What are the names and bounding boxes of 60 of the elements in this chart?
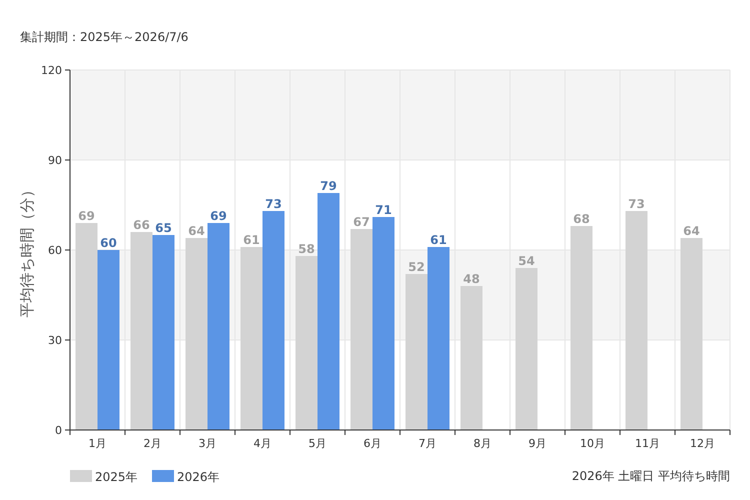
- data-label: 64: [683, 224, 700, 238]
- data-label: 73: [265, 197, 282, 211]
- bar: [516, 268, 538, 430]
- y-tick-label: 90: [48, 154, 62, 167]
- x-tick-label: 1月: [88, 437, 106, 450]
- bar: [318, 193, 340, 430]
- x-tick-label: 3月: [198, 437, 216, 450]
- bar: [240, 247, 262, 430]
- y-tick-label: 0: [55, 424, 62, 437]
- data-label: 69: [78, 209, 95, 223]
- data-label: 71: [375, 203, 392, 217]
- bar: [680, 238, 702, 430]
- x-tick-label: 5月: [308, 437, 326, 450]
- data-label: 65: [155, 221, 172, 235]
- bar: [570, 226, 592, 430]
- x-tick-label: 10月: [580, 437, 605, 450]
- data-label: 60: [100, 236, 117, 250]
- data-label: 61: [243, 233, 260, 247]
- bar: [428, 247, 450, 430]
- data-label: 61: [430, 233, 447, 247]
- data-label: 67: [353, 215, 370, 229]
- x-tick-label: 2月: [144, 437, 162, 450]
- bar: [130, 232, 152, 430]
- data-label: 73: [628, 197, 645, 211]
- y-tick-label: 30: [48, 334, 62, 347]
- x-tick-label: 12月: [690, 437, 715, 450]
- legend-label: 2026年: [177, 470, 220, 484]
- chart-subtitle: 集計期間：2025年～2026/7/6: [20, 30, 188, 44]
- y-tick-label: 60: [48, 244, 62, 257]
- bar: [460, 286, 482, 430]
- bar: [98, 250, 120, 430]
- data-label: 52: [408, 260, 425, 274]
- bar: [262, 211, 284, 430]
- data-label: 54: [518, 254, 535, 268]
- data-label: 79: [320, 179, 337, 193]
- data-label: 58: [298, 242, 315, 256]
- y-tick-label: 120: [41, 64, 62, 77]
- text: 2026年 土曜日 平均待ち時間: [572, 469, 730, 483]
- bar: [76, 223, 98, 430]
- x-tick-label: 8月: [474, 437, 492, 450]
- legend-label: 2025年: [95, 470, 138, 484]
- x-tick-label: 6月: [364, 437, 382, 450]
- data-label: 48: [463, 272, 480, 286]
- bar: [372, 217, 394, 430]
- bar: [208, 223, 230, 430]
- bar: [406, 274, 428, 430]
- data-label: 66: [133, 218, 150, 232]
- x-tick-label: 9月: [528, 437, 546, 450]
- data-label: 69: [210, 209, 227, 223]
- x-tick-label: 7月: [418, 437, 436, 450]
- data-label: 64: [188, 224, 205, 238]
- data-label: 68: [573, 212, 590, 226]
- y-axis-title: 平均待ち時間（分）: [18, 182, 36, 318]
- bar: [626, 211, 648, 430]
- x-tick-label: 4月: [254, 437, 272, 450]
- bar: [186, 238, 208, 430]
- bar: [152, 235, 174, 430]
- bar: [296, 256, 318, 430]
- x-tick-label: 11月: [635, 437, 660, 450]
- bar: [350, 229, 372, 430]
